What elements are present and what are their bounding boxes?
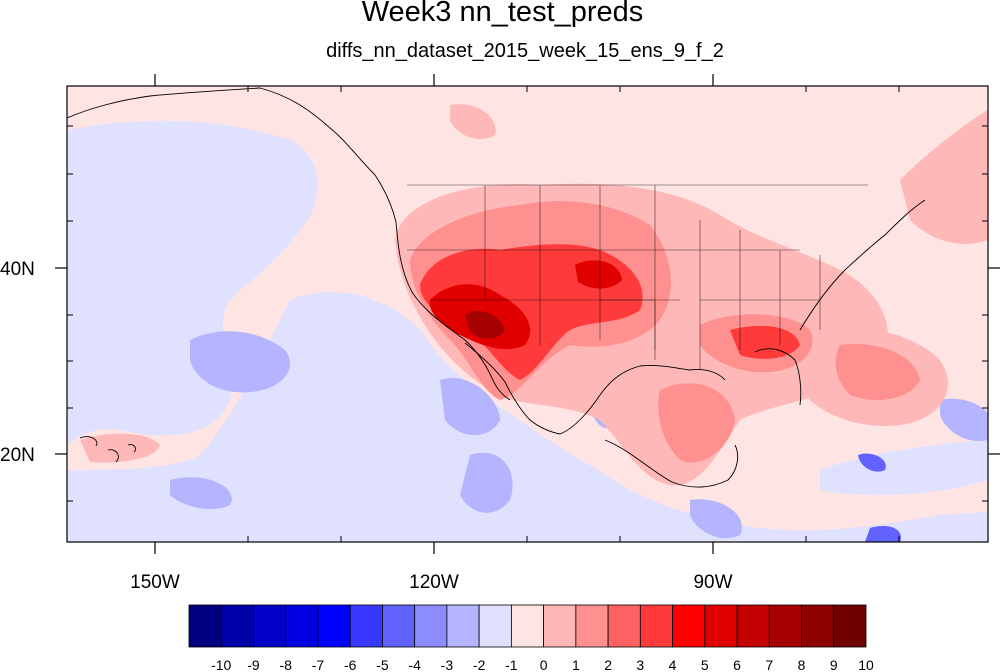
lat-label-20n: 20N [0,445,35,466]
colorbar-swatch [220,604,254,648]
colorbar-swatch [253,604,287,648]
colorbar-label: -4 [408,657,421,672]
colorbar-label: 9 [830,657,838,672]
peak-positive-areas [429,260,622,350]
lon-label-120w: 120W [409,572,459,593]
colorbar-swatch [736,604,770,648]
colorbar-label: -2 [473,657,486,672]
colorbar-swatch [607,604,641,648]
colorbar-label: -5 [376,657,389,672]
colorbar-swatch [575,604,609,648]
colorbar-label: 7 [765,657,773,672]
state-borders [407,184,868,370]
colorbar-label: 5 [701,657,709,672]
colorbar-label: 10 [858,657,874,672]
colorbar-label: -10 [211,657,231,672]
plot-subtitle: diffs_nn_dataset_2015_week_15_ens_9_f_2 [326,40,724,62]
colorbar-label: -9 [247,657,260,672]
major-ticks [55,74,1000,554]
colorbar-swatch [478,604,512,648]
colorbar-swatch [543,604,577,648]
colorbar-swatch [801,604,835,648]
colorbar-swatch [672,604,706,648]
coastlines [67,87,926,488]
colorbar-swatch [285,604,319,648]
colorbar-swatch [768,604,802,648]
map-panel [67,86,988,542]
colorbar-label: -1 [505,657,518,672]
colorbar: -10 -9 -8 -7 -6 -5 -4 -3 -2 -1 0 1 2 3 4 5 6 7 8 9 10 [188,604,874,672]
colorbar-label: -6 [344,657,357,672]
colorbar-swatch [704,604,738,648]
latitude-labels: 40N 20N [0,259,35,466]
colorbar-swatch [349,604,383,648]
colorbar-label: 8 [798,657,806,672]
colorbar-label: 4 [669,657,677,672]
longitude-labels: 150W 120W 90W [130,572,732,593]
colorbar-label: 0 [540,657,548,672]
negative-anomaly-areas [67,120,988,542]
lon-label-90w: 90W [693,572,732,593]
colorbar-label: 3 [636,657,644,672]
colorbar-swatch [639,604,673,648]
colorbar-label: 6 [733,657,741,672]
colorbar-swatch [317,604,351,648]
frame-minor-ticks [67,86,988,542]
colorbar-label: -7 [312,657,325,672]
colorbar-label: -8 [279,657,292,672]
colorbar-swatch [446,604,480,648]
colorbar-swatch [414,604,448,648]
plot-title: Week3 nn_test_preds [361,0,644,28]
colorbar-swatch [188,604,222,648]
colorbar-swatch [833,604,867,648]
lon-label-150w: 150W [130,572,180,593]
colorbar-label: -3 [441,657,454,672]
colorbar-label: 2 [604,657,612,672]
colorbar-swatch [382,604,416,648]
lat-label-40n: 40N [0,259,35,280]
colorbar-swatch [510,604,545,648]
colorbar-label: 1 [572,657,580,672]
map-frame [66,85,989,543]
